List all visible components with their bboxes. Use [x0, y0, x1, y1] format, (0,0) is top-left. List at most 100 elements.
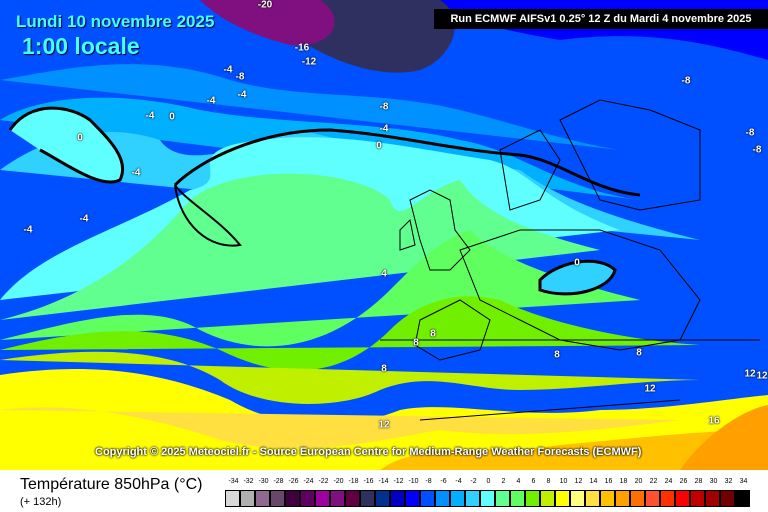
forecast-date: Lundi 10 novembre 2025: [16, 12, 215, 31]
contour-label: 8: [554, 349, 560, 361]
scale-color-cell: [480, 490, 495, 507]
scale-tick: -16: [363, 478, 374, 485]
scale-tick: -20: [333, 478, 344, 485]
scale-tick: 24: [664, 478, 673, 485]
contour-label: -8: [235, 71, 245, 83]
scale-color-cell: [315, 490, 330, 507]
scale-color-cell: [585, 490, 600, 507]
scale-tick: -18: [348, 478, 359, 485]
scale-tick: 32: [724, 478, 733, 485]
contour-label: 8: [636, 347, 642, 359]
scale-color-cell: [735, 490, 750, 507]
scale-tick: -26: [288, 478, 299, 485]
scale-color-cell: [435, 490, 450, 507]
contour-label: -4: [145, 110, 155, 122]
scale-color-cell: [510, 490, 525, 507]
contour-label: 8: [430, 328, 436, 340]
scale-color-cell: [675, 490, 690, 507]
contour-label: -4: [79, 213, 89, 225]
scale-tick: 8: [546, 478, 551, 485]
scale-color-cell: [390, 490, 405, 507]
contour-label: -8: [681, 75, 691, 87]
contour-label: -8: [379, 101, 389, 113]
scale-color-cell: [615, 490, 630, 507]
forecast-local-time: 1:00 locale: [22, 33, 140, 59]
scale-tick: -34: [228, 478, 239, 485]
scale-tick: 10: [559, 478, 568, 485]
scale-color-cell: [285, 490, 300, 507]
scale-tick: -6: [440, 478, 447, 485]
legend-footer: Température 850hPa (°C) (+ 132h) -34 -32-…: [0, 470, 768, 512]
scale-tick: -4: [455, 478, 462, 485]
scale-color-cell: [240, 490, 255, 507]
scale-color-cell: [495, 490, 510, 507]
contour-label: 0: [169, 111, 175, 123]
scale-tick: -32: [243, 478, 254, 485]
scale-tick: 12: [574, 478, 583, 485]
scale-color-cell: [345, 490, 360, 507]
contour-label: 12: [378, 419, 390, 431]
scale-color-cell: [420, 490, 435, 507]
scale-tick: 22: [649, 478, 658, 485]
contour-label: 8: [413, 337, 419, 349]
scale-color-cell: [255, 490, 270, 507]
temperature-map: -20 -16 -12 -4 -8 -4 -4 -4 0 -8 -4 0 0 -4 -4 -4 -8 -8 -8 0 4…: [0, 0, 768, 470]
temperature-field: [0, 0, 768, 470]
scale-tick: -24: [303, 478, 314, 485]
scale-color-cell: [405, 490, 420, 507]
run-info: Run ECMWF AIFSv1 0.25° 12 Z du Mardi 4 n…: [434, 9, 768, 29]
scale-tick: -10: [408, 478, 419, 485]
scale-tick: 0: [486, 478, 491, 485]
legend-title: Température 850hPa (°C): [20, 476, 203, 493]
scale-color-cell: [525, 490, 540, 507]
copyright: Copyright © 2025 Meteociel.fr - Source E…: [95, 446, 642, 458]
scale-color-cell: [705, 490, 720, 507]
scale-tick: -30: [258, 478, 269, 485]
scale-color-cell: [645, 490, 660, 507]
contour-label: -4: [223, 64, 233, 76]
scale-color-cell: [360, 490, 375, 507]
contour-label: -4: [206, 95, 216, 107]
contour-label: 12: [644, 383, 656, 395]
contour-label: -4: [23, 224, 33, 236]
contour-label: -4: [131, 167, 141, 179]
scale-color-cell: [300, 490, 315, 507]
contour-label: -8: [745, 127, 755, 139]
scale-tick: -12: [393, 478, 404, 485]
contour-label: 12: [744, 368, 756, 380]
contour-label: 8: [381, 363, 387, 375]
scale-tick: 34: [739, 478, 748, 485]
scale-color-cell: [690, 490, 705, 507]
contour-label: -16: [294, 42, 310, 54]
scale-tick: 30: [709, 478, 718, 485]
scale-color-cell: [555, 490, 570, 507]
scale-color-cell: [375, 490, 390, 507]
scale-tick: -22: [318, 478, 329, 485]
scale-tick: -8: [425, 478, 432, 485]
scale-color-cell: [465, 490, 480, 507]
contour-label: -4: [379, 123, 389, 135]
contour-label: -20: [257, 0, 273, 11]
scale-color-cell: [600, 490, 615, 507]
scale-tick: 20: [634, 478, 643, 485]
scale-tick: 28: [694, 478, 703, 485]
scale-color-cell: [540, 490, 555, 507]
contour-label: 0: [376, 140, 382, 152]
contour-label: 16: [708, 415, 720, 427]
scale-tick: -2: [470, 478, 477, 485]
scale-tick: 16: [604, 478, 613, 485]
contour-label: 12: [756, 370, 768, 382]
scale-color-cell: [630, 490, 645, 507]
contour-label: -12: [301, 56, 317, 68]
scale-color-cell: [450, 490, 465, 507]
scale-tick: 2: [501, 478, 506, 485]
scale-tick: 26: [679, 478, 688, 485]
scale-tick: 14: [589, 478, 598, 485]
scale-color-cell: [225, 490, 240, 507]
scale-color-cell: [270, 490, 285, 507]
contour-label: 0: [77, 132, 83, 144]
scale-tick: -14: [378, 478, 389, 485]
contour-label: 0: [574, 257, 580, 269]
contour-label: -4: [237, 89, 247, 101]
scale-tick: 6: [531, 478, 536, 485]
